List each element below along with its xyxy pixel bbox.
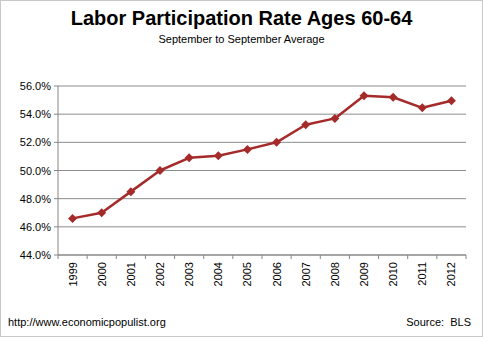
plot-area <box>68 91 456 223</box>
x-tick-label: 2010 <box>387 262 399 286</box>
x-tick-label: 2012 <box>445 262 457 286</box>
annotation: Source: BLS <box>406 316 471 328</box>
data-point <box>418 103 427 112</box>
data-point <box>156 166 165 175</box>
x-tick-mark <box>174 255 175 259</box>
x-tick-mark <box>466 255 467 259</box>
annotation: http://www.economicpopulist.org <box>8 316 166 328</box>
y-tick-label: 50.0% <box>20 165 51 177</box>
x-tick-label: 2002 <box>154 262 166 286</box>
x-tick-label: 2006 <box>271 262 283 286</box>
subtitle: September to September Average <box>158 33 324 45</box>
grid-line <box>58 86 466 87</box>
data-point <box>389 93 398 102</box>
title: Labor Participation Rate Ages 60-64 <box>71 7 413 29</box>
chart-frame <box>1 1 483 337</box>
x-tick-mark <box>378 255 379 259</box>
tick-mark <box>54 86 58 87</box>
x-tick-mark <box>407 255 408 259</box>
data-point <box>447 96 456 105</box>
x-tick-mark <box>203 255 204 259</box>
x-tick-label: 2003 <box>183 262 195 286</box>
data-line <box>73 96 452 219</box>
x-tick-mark <box>116 255 117 259</box>
x-tick-label: 2008 <box>329 262 341 286</box>
grid-line <box>58 142 466 143</box>
x-tick-label: 2007 <box>300 262 312 286</box>
data-point <box>68 214 77 223</box>
x-tick-mark <box>87 255 88 259</box>
data-point <box>301 120 310 129</box>
x-tick-label: 2009 <box>358 262 370 286</box>
tick-mark <box>54 255 58 256</box>
x-tick-mark <box>349 255 350 259</box>
tick-mark <box>54 170 58 171</box>
grid-line <box>58 170 466 171</box>
tick-mark <box>54 142 58 143</box>
x-tick-label: 2011 <box>416 262 428 286</box>
grid-line <box>58 114 466 115</box>
y-tick-label: 48.0% <box>20 193 51 205</box>
y-tick-label: 54.0% <box>20 108 51 120</box>
y-tick-label: 56.0% <box>20 80 51 92</box>
x-tick-label: 2001 <box>125 262 137 286</box>
chart: Labor Participation Rate Ages 60-64 Septe… <box>0 0 483 337</box>
tick-mark <box>54 226 58 227</box>
x-tick-mark <box>232 255 233 259</box>
x-tick-mark <box>436 255 437 259</box>
data-point <box>97 208 106 217</box>
x-tick-mark <box>145 255 146 259</box>
x-tick-mark <box>58 255 59 259</box>
grid-line <box>58 226 466 227</box>
x-tick-label: 2004 <box>212 262 224 286</box>
data-point <box>126 187 135 196</box>
x-tick-label: 2000 <box>96 262 108 286</box>
y-tick-label: 52.0% <box>20 136 51 148</box>
tick-mark <box>54 198 58 199</box>
data-point <box>185 153 194 162</box>
x-tick-label: 1999 <box>67 262 79 286</box>
x-tick-mark <box>320 255 321 259</box>
data-point <box>243 145 252 154</box>
y-tick-label: 44.0% <box>20 249 51 261</box>
y-axis <box>58 86 59 255</box>
x-tick-label: 2005 <box>241 262 253 286</box>
chart-container: Labor Participation Rate Ages 60-64 Septe… <box>0 0 483 337</box>
x-tick-mark <box>262 255 263 259</box>
tick-mark <box>54 114 58 115</box>
data-point <box>214 151 223 160</box>
x-tick-mark <box>291 255 292 259</box>
data-point <box>272 138 281 147</box>
y-tick-label: 46.0% <box>20 221 51 233</box>
data-point <box>360 91 369 100</box>
data-point <box>330 114 339 123</box>
